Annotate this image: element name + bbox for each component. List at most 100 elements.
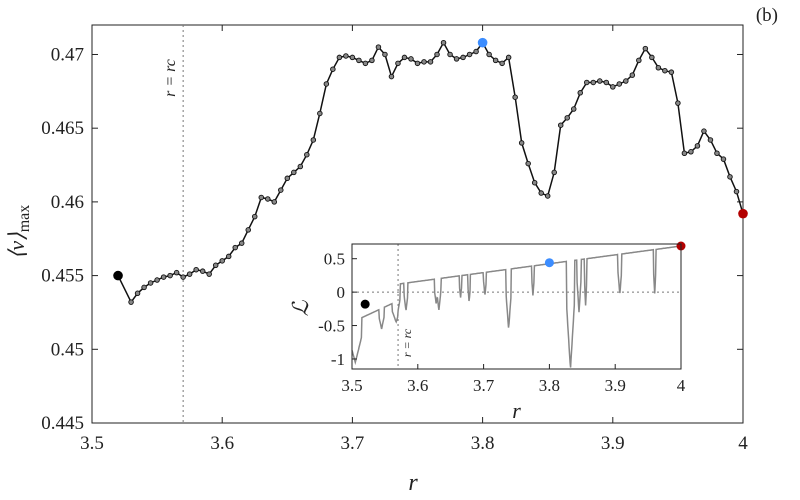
main-data-point [219,258,225,264]
main-data-point [245,227,251,233]
inset-x-tick-label: 3.9 [605,376,626,395]
main-data-point [492,57,499,64]
main-data-point [186,271,193,277]
main-plot: r = rc 3.5 3.6 3.7 3.8 3.9 4 0.4450.450.4550.… [4,5,778,496]
main-data-point [662,67,668,74]
main-y-axis-label: ⟨v⟩max [4,205,33,259]
main-data-point [369,57,375,64]
main-x-axis-label: r [408,470,418,496]
inset-y-ticks: -1 -0.5 0 0.5 [318,250,357,369]
main-data-point [466,51,473,58]
inset-x-tick-label: 3.5 [341,376,362,395]
main-data-point [349,54,356,61]
main-data-point [375,44,382,50]
inset-plot: r = rc 3.5 3.6 3.7 3.8 3.9 4 -1 -0.5 0 0.5 r ℒ [288,241,686,423]
main-data-point [310,137,317,143]
main-data-point [473,48,479,55]
inset-x-tick-label: 4 [677,376,686,395]
main-data-point [460,54,466,61]
main-x-tick-label: 3.7 [341,433,365,454]
main-y-tick-label: 0.455 [41,266,84,287]
main-data-point [570,106,577,112]
main-data-point [284,175,291,182]
main-data-point [655,64,662,71]
main-y-tick-label: 0.47 [51,44,84,65]
main-data-point [707,137,714,143]
main-series-points [115,39,746,305]
main-data-point [512,94,518,100]
main-highlight-point [738,208,748,219]
main-data-point [733,188,740,195]
main-data-point [128,299,134,305]
panel-label: (b) [756,5,778,26]
inset-x-axis-label: r [512,398,521,423]
inset-critical-r-label: r = rc [400,328,414,357]
main-data-point [251,213,258,220]
main-data-point [362,60,369,67]
main-data-point [564,115,570,121]
main-data-point [297,163,304,170]
inset-series-line [351,245,682,368]
main-data-point [154,277,160,283]
main-data-point [304,151,310,158]
main-data-point [577,90,584,96]
main-data-point [408,56,414,62]
main-data-point [597,78,603,84]
main-data-point [395,60,401,67]
main-data-point [141,284,147,291]
main-data-point [629,72,636,78]
main-data-point [518,140,525,146]
main-data-point [291,169,297,176]
critical-r-label: r = rc [162,59,179,97]
main-data-point [551,169,557,176]
main-data-point [714,150,720,156]
main-data-point [265,196,271,202]
main-data-point [382,51,388,58]
main-data-point [356,57,362,64]
main-data-point [525,160,531,167]
main-data-point [258,194,265,201]
main-plot-frame [91,24,744,424]
main-data-point [271,199,278,205]
main-data-point [343,53,349,59]
main-y-tick-label: 0.45 [51,339,84,360]
main-data-point [180,274,186,280]
main-data-point [616,81,623,87]
main-data-point [212,262,219,269]
inset-x-ticks: 3.5 3.6 3.7 3.8 3.9 4 [341,364,686,395]
main-data-point [193,266,199,273]
main-data-point [486,51,492,58]
main-data-point [499,60,505,67]
inset-y-tick-label: -0.5 [318,317,345,336]
main-x-tick-label: 3.8 [471,433,495,454]
main-data-point [675,100,681,106]
main-data-point [401,54,408,61]
main-data-point [720,156,727,162]
inset-y-tick-label: 0.5 [324,250,345,269]
main-data-point [440,39,447,46]
main-y-tick-label: 0.46 [51,192,84,213]
main-data-point [649,54,655,61]
main-data-point [694,143,701,149]
main-y-tick-label: 0.465 [41,118,84,139]
main-x-ticks: 3.5 3.6 3.7 3.8 3.9 4 [80,25,748,454]
main-data-point [147,280,154,286]
main-data-point [557,122,564,128]
main-data-point [160,274,167,280]
main-data-point [636,57,642,64]
inset-frame [351,243,682,370]
main-data-point [173,269,180,276]
main-data-point [453,56,460,62]
main-data-point [336,54,343,61]
main-data-point [388,73,395,80]
main-data-point [238,240,245,246]
main-data-point [642,45,649,52]
main-data-point [323,81,330,87]
main-data-point [727,174,733,180]
inset-y-tick-label: 0 [337,283,346,302]
main-data-point [421,59,427,65]
main-highlight-point [113,270,123,281]
inset-highlight-point [544,258,554,268]
main-data-point [681,150,688,156]
main-data-point [544,193,551,199]
